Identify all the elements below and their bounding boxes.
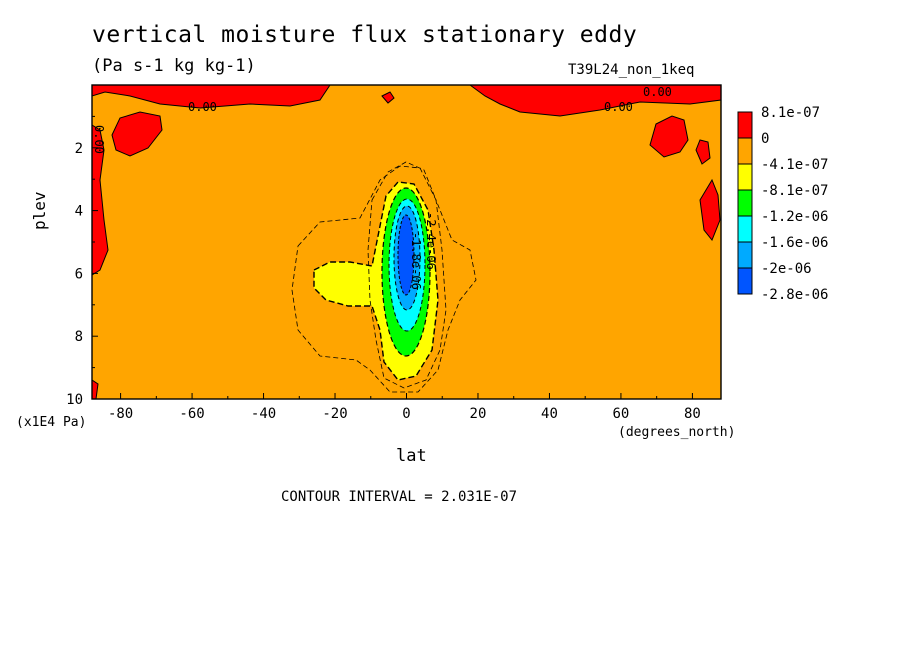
colorbar-label: -1.6e-06 [761, 235, 828, 251]
x-axis-label: lat [396, 446, 427, 466]
x-tick-label: -80 [108, 406, 133, 422]
axes: -80 -60 -40 -20 0 20 40 60 80 2 4 6 8 10 [66, 115, 701, 422]
contour-label: -2.4e-06 [424, 212, 438, 270]
x-tick-label: 80 [684, 406, 701, 422]
y-tick-label: 2 [75, 141, 83, 157]
x-tick-label: -20 [322, 406, 347, 422]
colorbar-swatch [737, 111, 753, 139]
colorbar: 8.1e-07 0 -4.1e-07 -8.1e-07 -1.2e-06 -1.6e-06… [737, 105, 828, 303]
y-tick-label: 4 [75, 204, 83, 220]
chart-units: (Pa s-1 kg kg-1) [92, 56, 256, 76]
chart-title: vertical moisture flux stationary eddy [92, 22, 638, 48]
y-tick-label: 8 [75, 329, 83, 345]
contour-labels: 0.00 0.00 0.00 0.00 -2.4e-06-1.8e-06 [92, 85, 672, 290]
contour-label: -1.8e-06 [409, 232, 423, 290]
red-region-right-edge [699, 178, 721, 241]
colorbar-swatch [737, 267, 753, 295]
x-tick-label: 20 [470, 406, 487, 422]
colorbar-label: -2.8e-06 [761, 287, 828, 303]
contour-label: 0.00 [188, 100, 217, 114]
colorbar-label: -2e-06 [761, 261, 812, 277]
contour-interval: CONTOUR INTERVAL = 2.031E-07 [281, 489, 518, 505]
red-region-left-upper [111, 111, 163, 157]
red-region-right-small [695, 139, 711, 165]
colorbar-label: -4.1e-07 [761, 157, 828, 173]
colorbar-label: -1.2e-06 [761, 209, 828, 225]
contour-label: 0.00 [604, 100, 633, 114]
colorbar-swatch [737, 189, 753, 217]
y-tick-label: 6 [75, 266, 83, 282]
run-label: T39L24_non_1keq [568, 62, 695, 78]
colorbar-swatch [737, 241, 753, 269]
contour-label: 0.00 [643, 85, 672, 99]
red-region-top-left [91, 84, 331, 109]
colorbar-label: -8.1e-07 [761, 183, 828, 199]
x-tick-label: -40 [251, 406, 276, 422]
y-axis-unit: (x1E4 Pa) [16, 415, 87, 430]
colorbar-swatch [737, 163, 753, 191]
x-tick-label: 0 [402, 406, 410, 422]
colorbar-swatch [737, 215, 753, 243]
red-region-top-middle [381, 91, 395, 104]
colorbar-label: 8.1e-07 [761, 105, 820, 121]
y-tick-label: 10 [66, 392, 83, 408]
blue-region [397, 214, 415, 296]
outer-contour-2 [367, 161, 447, 389]
red-region-right-upper [649, 115, 689, 158]
colorbar-swatch [737, 137, 753, 165]
outer-contour-1 [291, 165, 477, 393]
x-axis-unit: (degrees_north) [618, 425, 736, 440]
x-tick-label: 40 [541, 406, 558, 422]
colorbar-label: 0 [761, 131, 769, 147]
x-tick-label: 60 [613, 406, 630, 422]
x-tick-label: -60 [179, 406, 204, 422]
contour-label: 0.00 [92, 125, 106, 154]
